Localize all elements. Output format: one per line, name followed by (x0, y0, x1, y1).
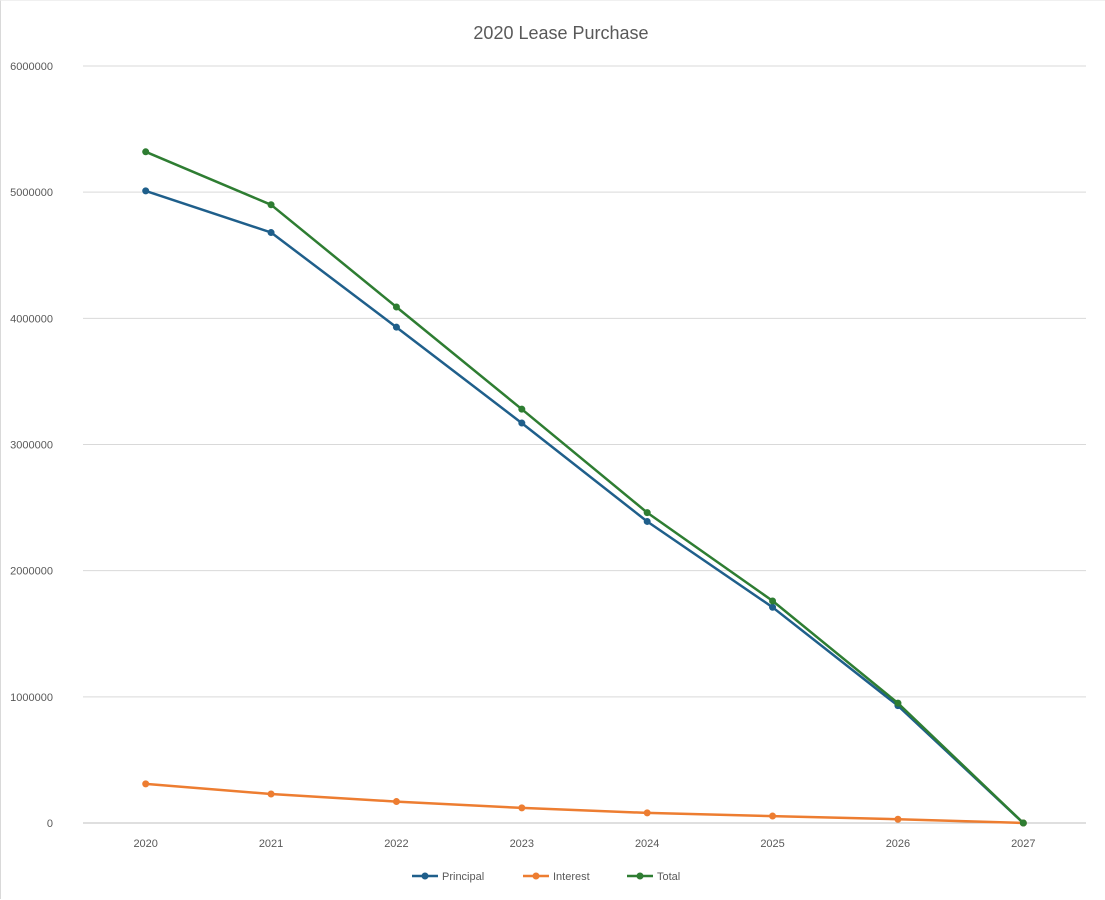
series-total (142, 148, 1027, 827)
data-point-principal (643, 517, 651, 525)
grid-lines (83, 65, 1086, 824)
x-tick-label: 2027 (1011, 838, 1035, 850)
legend-label-total: Total (657, 871, 680, 883)
y-axis-ticks: 0 1000000 2000000 3000000 4000000 5000000 6000… (10, 61, 53, 830)
y-tick-label: 4000000 (10, 313, 53, 325)
data-point-interest (267, 790, 275, 798)
series-lines (142, 148, 1027, 827)
series-line-total (144, 150, 1025, 825)
y-tick-label: 3000000 (10, 440, 53, 452)
y-tick-label: 1000000 (10, 692, 53, 704)
chart-title: 2020 Lease Purchase (473, 23, 648, 43)
series-line-principal (144, 189, 1025, 825)
data-point-interest (518, 804, 526, 812)
x-tick-label: 2023 (510, 838, 534, 850)
legend-marker-total (636, 872, 644, 880)
legend-label-principal: Principal (442, 871, 484, 883)
data-point-interest (769, 812, 777, 820)
x-tick-label: 2021 (259, 838, 283, 850)
legend-marker-principal (421, 872, 429, 880)
data-point-total (894, 699, 902, 707)
y-tick-label: 0 (47, 818, 53, 830)
y-tick-label: 5000000 (10, 187, 53, 199)
x-tick-label: 2020 (133, 838, 157, 850)
data-point-total (769, 597, 777, 605)
legend-label-interest: Interest (553, 871, 590, 883)
legend-item-interest: Interest (523, 871, 590, 883)
y-tick-label: 6000000 (10, 61, 53, 73)
x-tick-label: 2026 (886, 838, 910, 850)
data-point-principal (142, 187, 150, 195)
data-point-total (267, 201, 275, 209)
legend-marker-interest (532, 872, 540, 880)
y-tick-label: 2000000 (10, 566, 53, 578)
data-point-total (142, 148, 150, 156)
data-point-interest (392, 798, 400, 806)
series-line-interest (144, 782, 1025, 825)
series-principal (142, 187, 1027, 827)
legend-item-principal: Principal (412, 871, 484, 883)
data-point-interest (643, 809, 651, 817)
x-tick-label: 2025 (760, 838, 784, 850)
legend: Principal Interest Total (412, 871, 680, 883)
data-point-interest (142, 780, 150, 788)
data-point-total (643, 509, 651, 517)
data-point-principal (267, 229, 275, 237)
x-axis-ticks: 2020 2021 2022 2023 2024 2025 2026 2027 (133, 838, 1035, 850)
legend-item-total: Total (627, 871, 680, 883)
x-tick-label: 2024 (635, 838, 659, 850)
data-point-total (392, 303, 400, 311)
series-interest (142, 780, 1027, 827)
data-point-principal (769, 603, 777, 611)
x-tick-label: 2022 (384, 838, 408, 850)
data-point-interest (894, 815, 902, 823)
data-point-principal (518, 419, 526, 427)
data-point-total (1019, 819, 1027, 827)
data-point-principal (392, 323, 400, 331)
data-point-total (518, 405, 526, 413)
